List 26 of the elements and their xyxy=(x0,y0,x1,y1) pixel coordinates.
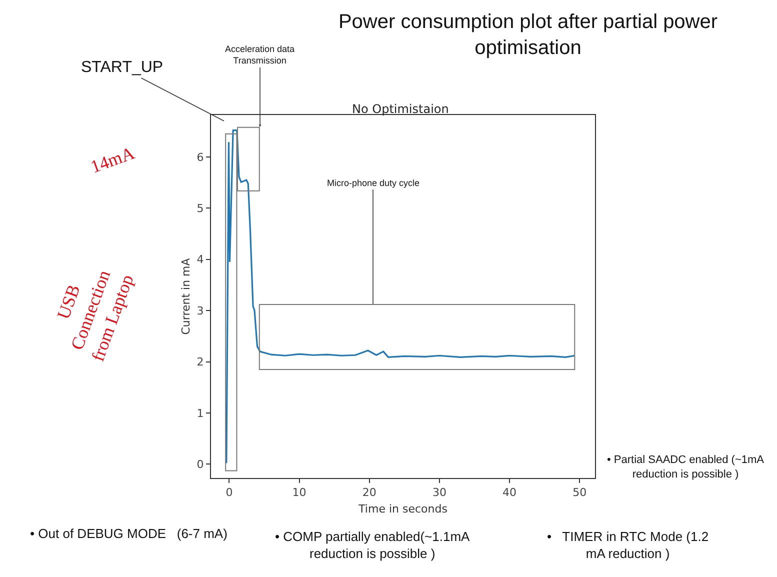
chart-subtitle: No Optimistaion xyxy=(352,102,449,116)
y-axis-title: Current in mA xyxy=(179,258,192,335)
text: 14mA xyxy=(88,142,138,177)
line-series xyxy=(226,130,576,464)
x-tick-label: 0 xyxy=(226,486,233,500)
text: START_UP xyxy=(81,59,164,76)
text: • Out of DEBUG MODE (6-7 mA) xyxy=(30,526,228,541)
y-tick-label: 6 xyxy=(196,150,204,164)
text: Acceleration data Transmission xyxy=(225,44,295,66)
x-tick-label: 30 xyxy=(432,486,446,500)
text: • TIMER in RTC Mode (1.2 mA reduction ) xyxy=(547,529,709,561)
text: • COMP partially enabled(~1.1mA reduction is possible ) xyxy=(275,529,470,561)
x-tick-label: 20 xyxy=(362,486,376,500)
x-axis-title: Time in seconds xyxy=(358,502,448,516)
y-tick-label: 2 xyxy=(196,356,204,369)
x-tick-label: 50 xyxy=(572,486,587,500)
y-tick-label: 5 xyxy=(196,202,204,216)
annotation: Micro-phone duty cycle xyxy=(327,178,420,188)
y-tick-label: 3 xyxy=(196,304,204,318)
x-tick-label: 10 xyxy=(292,486,306,500)
y-tick-label: 1 xyxy=(196,406,204,420)
text: • Partial SAADC enabled (~1mA reduction is possible ) xyxy=(607,454,765,480)
x-tick-label: 40 xyxy=(502,486,517,500)
y-tick-label: 4 xyxy=(196,253,204,266)
y-tick-label: 0 xyxy=(196,458,204,472)
chart-title: Power consumption plot after partial power optimisation xyxy=(338,11,718,59)
